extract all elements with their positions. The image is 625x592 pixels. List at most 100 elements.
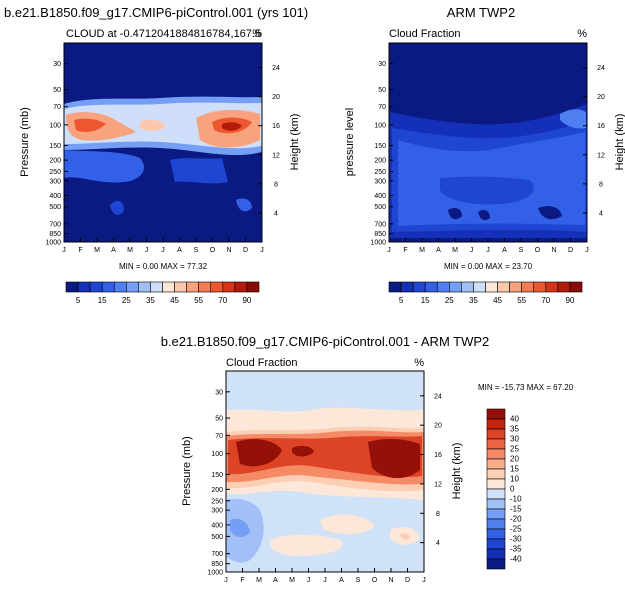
pressure-tick-label: 850 xyxy=(374,231,386,238)
month-tick-label: M xyxy=(419,247,425,254)
colorbar-label: 70 xyxy=(218,296,227,305)
p2-pct: % xyxy=(577,28,587,40)
colorbar-swatch xyxy=(486,548,506,560)
p3-max-right xyxy=(368,438,420,479)
pressure-tick-label: 100 xyxy=(49,122,61,129)
month-tick-label: M xyxy=(452,247,458,254)
p3-stats: MIN = -15.73 MAX = 67.20 xyxy=(478,383,574,392)
colorbar-swatch xyxy=(486,558,506,570)
pressure-tick-label: 70 xyxy=(215,433,223,440)
p2-stats: MIN = 0.00 MAX = 23.70 xyxy=(444,262,533,271)
p3-title: Cloud Fraction xyxy=(226,357,298,369)
colorbar-swatch xyxy=(186,281,199,293)
p1-low-band-right xyxy=(170,158,228,184)
pressure-tick-label: 150 xyxy=(49,143,61,150)
colorbar-label: 45 xyxy=(170,296,179,305)
month-tick-label: J xyxy=(161,247,165,254)
colorbar-label: -25 xyxy=(510,525,522,534)
colorbar-swatch xyxy=(533,281,547,293)
month-tick-label: J xyxy=(145,247,149,254)
pressure-tick-label: 850 xyxy=(211,561,223,568)
colorbar-swatch xyxy=(486,448,506,460)
month-tick-label: D xyxy=(243,247,248,254)
month-tick-label: F xyxy=(78,247,82,254)
p1-blob-left-core xyxy=(74,118,106,132)
p1-spot-2 xyxy=(236,198,252,212)
p3-max-mid xyxy=(292,445,314,457)
colorbar-label: 15 xyxy=(510,465,519,474)
colorbar-swatch xyxy=(486,488,506,500)
colorbar-label: 30 xyxy=(510,435,519,444)
p3-pct: % xyxy=(414,357,424,369)
height-tick-label: 16 xyxy=(434,452,442,459)
month-tick-label: O xyxy=(210,247,216,254)
height-tick-label: 20 xyxy=(272,94,280,101)
month-tick-label: N xyxy=(226,247,231,254)
colorbar-observation: 5 15 25 35 45 55 70 90 xyxy=(388,281,583,305)
p2-spot-1 xyxy=(448,208,462,220)
pressure-tick-label: 50 xyxy=(378,87,386,94)
colorbar-label: 25 xyxy=(510,445,519,454)
colorbar-swatch xyxy=(509,281,522,293)
height-tick-label: 24 xyxy=(272,65,280,72)
month-tick-label: J xyxy=(470,247,474,254)
p3-ylabel-right: Height (km) xyxy=(451,443,463,500)
pressure-tick-label: 300 xyxy=(374,178,386,185)
pressure-tick-label: 700 xyxy=(49,221,61,228)
colorbar-swatch xyxy=(126,281,139,293)
colorbar-swatch xyxy=(150,281,163,293)
pressure-tick-label: 30 xyxy=(215,389,223,396)
colorbar-swatch xyxy=(65,281,79,293)
height-tick-label: 4 xyxy=(274,210,278,217)
colorbar-swatch xyxy=(486,468,506,480)
month-tick-label: A xyxy=(339,577,344,584)
colorbar-label: 45 xyxy=(493,296,502,305)
height-tick-label: 8 xyxy=(436,511,440,518)
p2-ylabel: pressure level xyxy=(344,108,356,176)
colorbar-label: -35 xyxy=(510,545,522,554)
colorbar-label: 55 xyxy=(194,296,203,305)
colorbar-label: 55 xyxy=(517,296,526,305)
p2-ylabel-right: Height (km) xyxy=(614,114,625,171)
colorbar-swatch xyxy=(486,518,506,530)
p3-pos-bottom-1 xyxy=(269,534,343,556)
month-tick-label: O xyxy=(535,247,541,254)
colorbar-swatch xyxy=(222,281,236,293)
height-tick-label: 20 xyxy=(434,423,442,430)
pressure-tick-label: 150 xyxy=(374,143,386,150)
height-tick-label: 12 xyxy=(597,152,605,159)
colorbar-label: 15 xyxy=(421,296,430,305)
pressure-tick-label: 50 xyxy=(215,416,223,423)
height-tick-label: 4 xyxy=(436,540,440,547)
height-tick-label: 24 xyxy=(597,65,605,72)
p1-pct: % xyxy=(252,28,262,40)
height-tick-label: 4 xyxy=(599,210,603,217)
colorbar-label: 40 xyxy=(510,415,519,424)
p3-neg-left-core xyxy=(230,518,250,538)
colorbar-swatch xyxy=(486,528,506,540)
colorbar-label: -30 xyxy=(510,535,522,544)
colorbar-swatch xyxy=(521,281,535,293)
month-tick-label: M xyxy=(256,577,262,584)
colorbar-swatch xyxy=(113,281,127,293)
height-tick-label: 16 xyxy=(272,123,280,130)
month-tick-label: A xyxy=(177,247,182,254)
colorbar-swatch xyxy=(210,281,224,293)
colorbar-swatch xyxy=(101,281,115,293)
month-tick-label: F xyxy=(403,247,407,254)
p1-title: CLOUD at -0.4712041884816784,167.5 xyxy=(66,28,261,40)
colorbar-swatch xyxy=(77,281,91,293)
pressure-tick-label: 200 xyxy=(211,487,223,494)
colorbar-label: 5 xyxy=(399,296,404,305)
p3-pos-bottom-2 xyxy=(320,514,375,535)
pressure-tick-label: 850 xyxy=(49,231,61,238)
month-tick-label: J xyxy=(486,247,490,254)
pressure-tick-label: 250 xyxy=(374,169,386,176)
p1-blob-mid xyxy=(140,119,166,131)
p3-pos-bottom-4 xyxy=(400,533,410,540)
p1-stats: MIN = 0.00 MAX = 77.32 xyxy=(119,262,208,271)
colorbar-swatch xyxy=(198,281,212,293)
colorbar-label: 35 xyxy=(510,425,519,434)
p1-ylabel-right: Height (km) xyxy=(289,114,301,171)
